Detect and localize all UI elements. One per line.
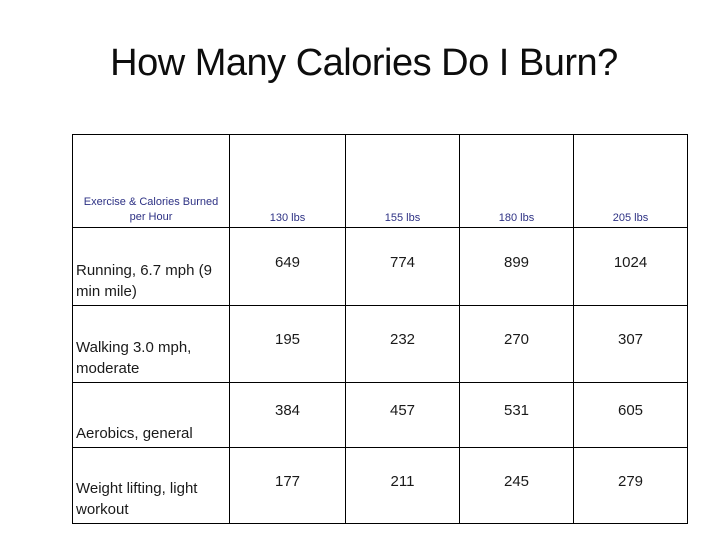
value-cell: 457 — [345, 382, 460, 448]
row-label: Aerobics, general — [72, 382, 230, 448]
row-label: Weight lifting, light workout — [72, 447, 230, 524]
value-cell: 307 — [573, 305, 688, 383]
header-exercise-calories: Exercise & Calories Burned per Hour — [72, 134, 230, 228]
value-cell: 232 — [345, 305, 460, 383]
value-cell: 245 — [459, 447, 574, 524]
value-cell: 1024 — [573, 227, 688, 306]
header-155lbs: 155 lbs — [345, 134, 460, 228]
value-cell: 531 — [459, 382, 574, 448]
value-cell: 211 — [345, 447, 460, 524]
header-205lbs: 205 lbs — [573, 134, 688, 228]
value-cell: 270 — [459, 305, 574, 383]
calories-table: Exercise & Calories Burned per Hour 130 … — [72, 134, 688, 524]
value-cell: 649 — [229, 227, 346, 306]
value-cell: 279 — [573, 447, 688, 524]
value-cell: 899 — [459, 227, 574, 306]
table-row-aerobics: Aerobics, general 384 457 531 605 — [72, 382, 688, 448]
row-label: Running, 6.7 mph (9 min mile) — [72, 227, 230, 306]
header-130lbs: 130 lbs — [229, 134, 346, 228]
header-180lbs: 180 lbs — [459, 134, 574, 228]
value-cell: 195 — [229, 305, 346, 383]
value-cell: 774 — [345, 227, 460, 306]
table-header-row: Exercise & Calories Burned per Hour 130 … — [72, 134, 688, 228]
table-row-walking: Walking 3.0 mph, moderate 195 232 270 30… — [72, 305, 688, 383]
value-cell: 177 — [229, 447, 346, 524]
table-row-running: Running, 6.7 mph (9 min mile) 649 774 89… — [72, 227, 688, 306]
value-cell: 605 — [573, 382, 688, 448]
table-row-weight-lifting: Weight lifting, light workout 177 211 24… — [72, 447, 688, 524]
value-cell: 384 — [229, 382, 346, 448]
slide-title: How Many Calories Do I Burn? — [110, 42, 618, 84]
row-label: Walking 3.0 mph, moderate — [72, 305, 230, 383]
